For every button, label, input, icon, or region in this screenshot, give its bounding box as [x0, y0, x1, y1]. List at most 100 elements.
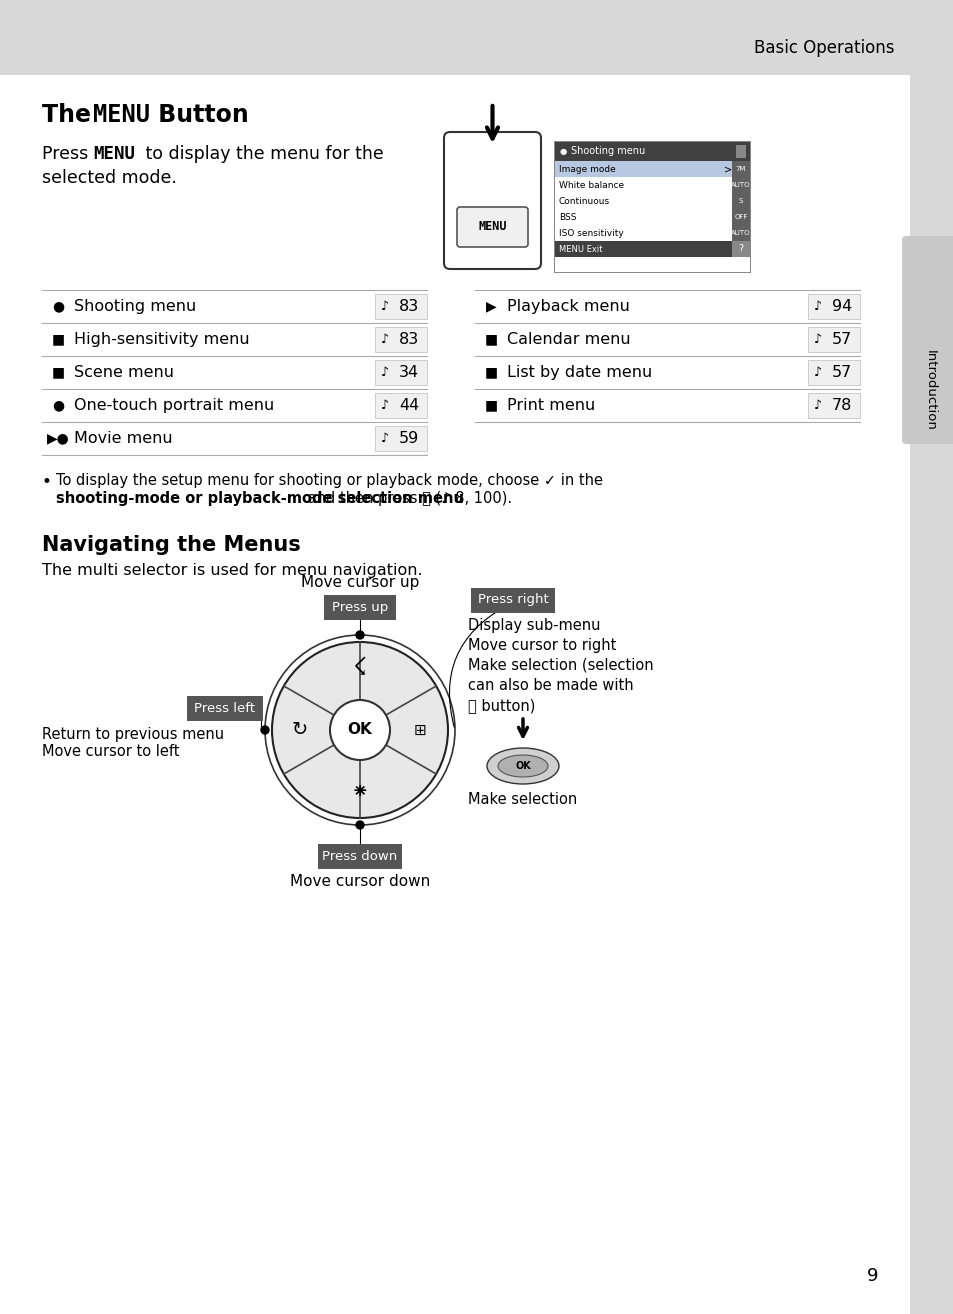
- Text: Make selection (selection: Make selection (selection: [468, 658, 653, 673]
- Bar: [731, 225, 749, 240]
- Bar: [554, 141, 750, 273]
- Text: ♪: ♪: [813, 399, 821, 413]
- FancyBboxPatch shape: [443, 131, 540, 269]
- Text: Move cursor to right: Move cursor to right: [468, 639, 616, 653]
- Text: ■: ■: [51, 365, 65, 380]
- Text: ■: ■: [51, 332, 65, 347]
- Text: ⊞: ⊞: [414, 723, 426, 737]
- Circle shape: [261, 727, 269, 735]
- Text: Move cursor to left: Move cursor to left: [42, 745, 179, 759]
- Text: Press up: Press up: [332, 600, 388, 614]
- FancyBboxPatch shape: [456, 208, 527, 247]
- Circle shape: [355, 821, 364, 829]
- Bar: [555, 162, 731, 177]
- Text: ♪: ♪: [813, 367, 821, 378]
- Text: ↻: ↻: [292, 720, 308, 740]
- Text: Scene menu: Scene menu: [74, 365, 173, 380]
- Text: MENU: MENU: [92, 102, 150, 127]
- FancyBboxPatch shape: [317, 844, 401, 869]
- Text: List by date menu: List by date menu: [506, 365, 652, 380]
- Circle shape: [355, 631, 364, 639]
- Text: Introduction: Introduction: [923, 350, 936, 431]
- Text: Make selection: Make selection: [468, 792, 577, 807]
- Text: >: >: [723, 164, 731, 173]
- Text: ●: ●: [559, 147, 567, 156]
- Text: Move cursor up: Move cursor up: [300, 574, 418, 590]
- Text: Image mode: Image mode: [558, 164, 615, 173]
- Text: Press down: Press down: [322, 849, 397, 862]
- Text: 57: 57: [831, 332, 851, 347]
- Text: OFF: OFF: [734, 214, 747, 219]
- Bar: [731, 209, 749, 225]
- Text: ■: ■: [484, 398, 497, 413]
- Text: Return to previous menu: Return to previous menu: [42, 728, 224, 742]
- Text: Move cursor down: Move cursor down: [290, 875, 430, 890]
- Text: 94: 94: [831, 300, 851, 314]
- Text: ♪: ♪: [380, 300, 389, 313]
- Text: White balance: White balance: [558, 180, 623, 189]
- Text: To display the setup menu for shooting or playback mode, choose ✓ in the: To display the setup menu for shooting o…: [56, 473, 602, 487]
- Text: 57: 57: [831, 365, 851, 380]
- Text: The multi selector is used for menu navigation.: The multi selector is used for menu navi…: [42, 562, 422, 578]
- Ellipse shape: [497, 756, 547, 777]
- Text: ■: ■: [484, 332, 497, 347]
- Text: Calendar menu: Calendar menu: [506, 332, 630, 347]
- Text: S: S: [738, 198, 742, 204]
- Text: OK: OK: [515, 761, 530, 771]
- Text: Playback menu: Playback menu: [506, 300, 629, 314]
- Bar: [731, 177, 749, 193]
- Text: and then press ⒪ (♪ 8, 100).: and then press ⒪ (♪ 8, 100).: [303, 491, 512, 506]
- Text: MENU Exit: MENU Exit: [558, 244, 602, 254]
- Bar: [0, 0, 953, 75]
- Text: 34: 34: [398, 365, 418, 380]
- Ellipse shape: [486, 748, 558, 784]
- Text: Print menu: Print menu: [506, 398, 595, 413]
- Text: ●: ●: [51, 398, 64, 413]
- Text: 59: 59: [398, 431, 418, 445]
- Bar: [807, 327, 859, 352]
- Text: Press: Press: [42, 145, 93, 163]
- Text: Display sub-menu: Display sub-menu: [468, 618, 599, 633]
- Text: MENU: MENU: [92, 145, 135, 163]
- Text: ⁕: ⁕: [351, 782, 369, 802]
- Text: ♪: ♪: [813, 332, 821, 346]
- Text: Navigating the Menus: Navigating the Menus: [42, 535, 300, 555]
- Bar: [807, 360, 859, 385]
- Bar: [731, 240, 749, 258]
- Text: ♪: ♪: [380, 332, 389, 346]
- Text: Continuous: Continuous: [558, 197, 610, 205]
- FancyBboxPatch shape: [187, 695, 263, 720]
- Bar: [807, 294, 859, 319]
- Text: Basic Operations: Basic Operations: [754, 39, 894, 57]
- Text: AUTO: AUTO: [731, 183, 750, 188]
- Text: 9: 9: [865, 1267, 877, 1285]
- Text: ♪: ♪: [813, 300, 821, 313]
- Text: 83: 83: [398, 300, 418, 314]
- Text: ⒪ button): ⒪ button): [468, 698, 535, 714]
- Text: ISO sensitivity: ISO sensitivity: [558, 229, 623, 238]
- Bar: [375, 294, 427, 319]
- Text: The: The: [42, 102, 99, 127]
- Text: ♪: ♪: [380, 399, 389, 413]
- Text: ♪: ♪: [380, 432, 389, 445]
- Circle shape: [272, 643, 448, 819]
- Text: One-touch portrait menu: One-touch portrait menu: [74, 398, 274, 413]
- Bar: [731, 162, 749, 177]
- Bar: [555, 240, 749, 258]
- Text: ■: ■: [484, 365, 497, 380]
- Bar: [731, 193, 749, 209]
- Text: Press right: Press right: [477, 594, 548, 607]
- Text: ▶●: ▶●: [47, 431, 70, 445]
- Bar: [375, 393, 427, 418]
- Bar: [375, 327, 427, 352]
- FancyArrowPatch shape: [449, 606, 505, 728]
- Text: OK: OK: [347, 723, 372, 737]
- Text: ?: ?: [738, 244, 742, 254]
- Text: High-sensitivity menu: High-sensitivity menu: [74, 332, 250, 347]
- Text: Movie menu: Movie menu: [74, 431, 172, 445]
- Bar: [909, 75, 953, 1314]
- Text: MENU: MENU: [477, 221, 506, 234]
- Bar: [807, 393, 859, 418]
- Text: Button: Button: [150, 102, 249, 127]
- Text: 83: 83: [398, 332, 418, 347]
